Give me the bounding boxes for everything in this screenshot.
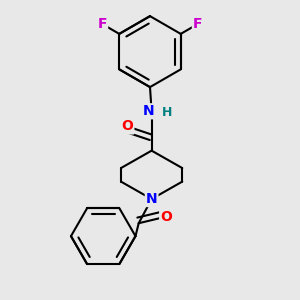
Text: O: O	[122, 119, 134, 134]
Text: N: N	[142, 104, 154, 118]
Text: F: F	[193, 17, 202, 31]
Text: N: N	[146, 192, 158, 206]
Text: O: O	[160, 210, 172, 224]
Text: F: F	[98, 17, 107, 31]
Text: H: H	[162, 106, 172, 119]
